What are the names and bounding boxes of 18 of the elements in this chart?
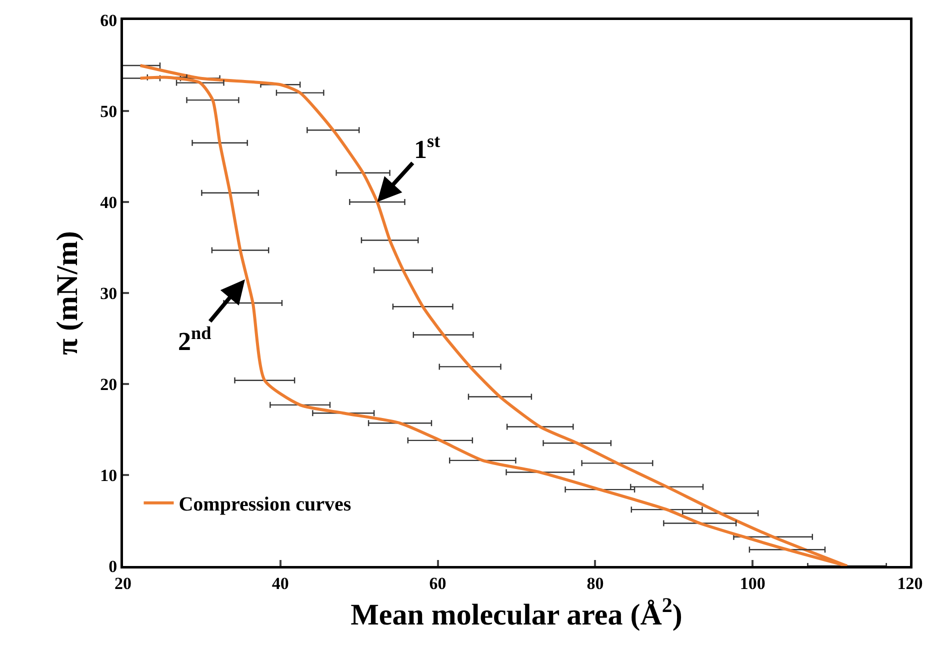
y-tick-label: 20 bbox=[100, 374, 118, 394]
x-axis-title: Mean molecular area (Å$^{2}$) bbox=[350, 592, 682, 632]
y-tick-label: 60 bbox=[100, 10, 118, 30]
x-tick-label: 100 bbox=[740, 574, 766, 593]
annotation: 2$^{nd}$ bbox=[178, 323, 212, 356]
x-tick-label: 40 bbox=[272, 574, 289, 593]
x-tick-label: 20 bbox=[114, 574, 132, 593]
x-tick-label: 80 bbox=[586, 574, 604, 593]
x-tick-label: 60 bbox=[429, 574, 446, 593]
legend-label: Compression curves bbox=[178, 494, 352, 516]
y-tick-label: 10 bbox=[100, 466, 118, 485]
y-tick-label: 50 bbox=[100, 102, 118, 121]
annotation: 1$^{st}$ bbox=[414, 131, 440, 164]
y-tick-label: 40 bbox=[100, 192, 118, 212]
y-tick-label: 0 bbox=[108, 556, 118, 576]
x-tick-label: 120 bbox=[897, 574, 923, 593]
y-axis-title: π (mN/m) bbox=[50, 231, 84, 355]
y-tick-label: 30 bbox=[100, 284, 118, 303]
